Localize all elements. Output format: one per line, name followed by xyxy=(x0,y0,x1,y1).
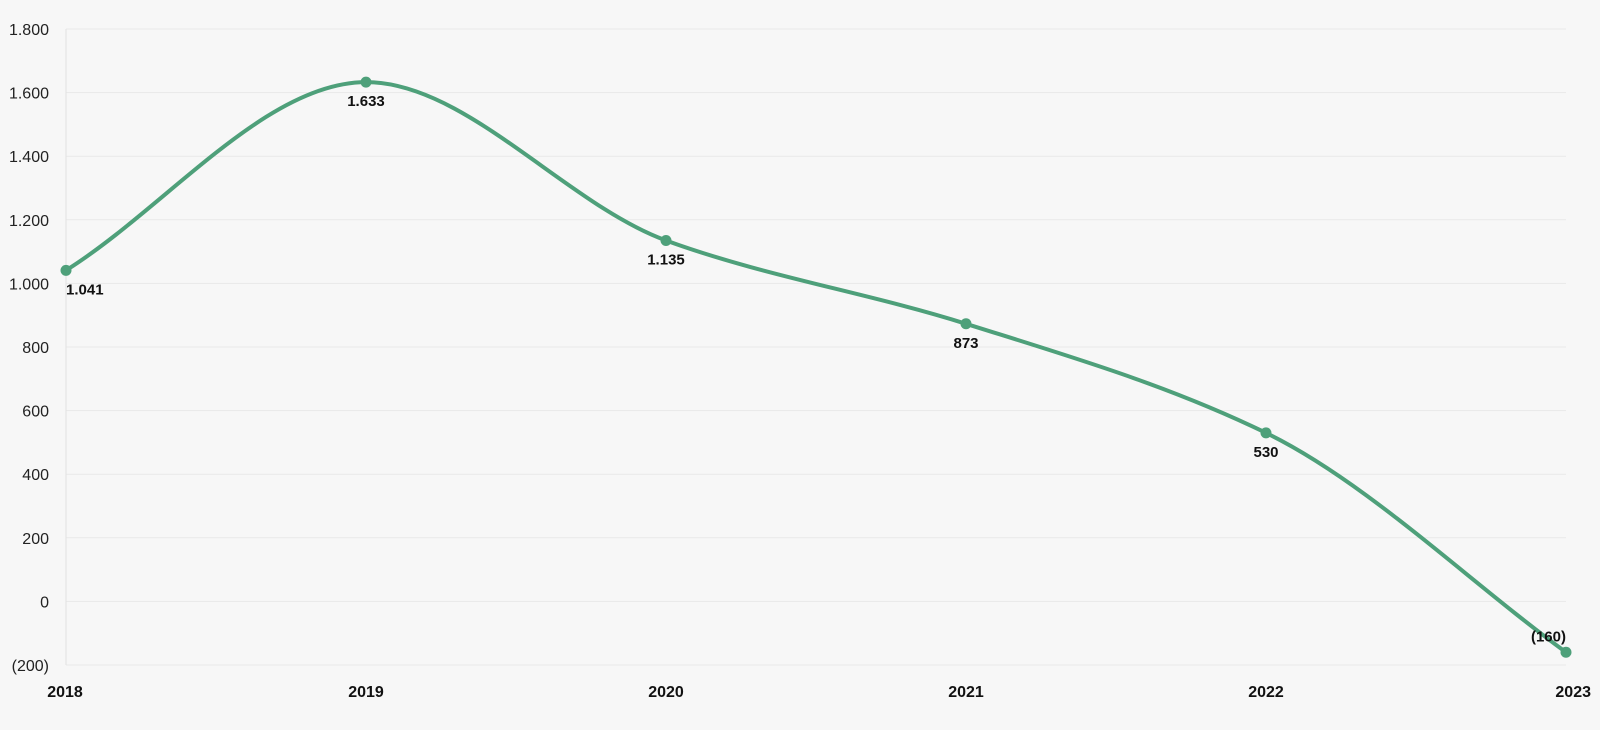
y-tick-label: 1.400 xyxy=(9,149,49,166)
y-tick-label: 0 xyxy=(40,594,49,611)
y-tick-label: 800 xyxy=(22,340,49,357)
x-tick-label: 2021 xyxy=(948,684,984,701)
data-point xyxy=(660,234,672,246)
y-tick-label: 1.000 xyxy=(9,276,49,293)
x-tick-label: 2022 xyxy=(1248,684,1284,701)
data-labels: 1.041 1.633 1.135 873 530 (160) xyxy=(66,93,1566,645)
data-label: (160) xyxy=(1531,628,1566,645)
x-tick-label: 2023 xyxy=(1555,684,1591,701)
data-label: 1.135 xyxy=(647,251,685,268)
data-point xyxy=(960,318,972,330)
y-tick-label: 400 xyxy=(22,467,49,484)
y-tick-label: 200 xyxy=(22,531,49,548)
data-point xyxy=(360,76,372,88)
data-point xyxy=(1560,646,1572,658)
data-label: 530 xyxy=(1253,444,1278,461)
series-line-group xyxy=(64,80,1568,655)
y-tick-label: 1.600 xyxy=(9,86,49,103)
grid-lines xyxy=(66,28,1566,666)
data-point xyxy=(60,264,72,276)
y-tick-label: 600 xyxy=(22,404,49,421)
data-label: 873 xyxy=(953,335,978,352)
series-line xyxy=(64,80,1568,655)
data-point xyxy=(1260,427,1272,439)
y-tick-label: (200) xyxy=(12,658,49,675)
x-tick-label: 2020 xyxy=(648,684,684,701)
data-label: 1.041 xyxy=(66,281,104,298)
data-label: 1.633 xyxy=(347,93,385,110)
y-tick-label: 1.800 xyxy=(9,22,49,39)
data-points xyxy=(60,76,1572,658)
y-tick-label: 1.200 xyxy=(9,213,49,230)
x-tick-label: 2019 xyxy=(348,684,384,701)
x-axis-tick-labels: 2018 2019 2020 2021 2022 2023 xyxy=(47,684,1591,701)
x-tick-label: 2018 xyxy=(47,684,83,701)
y-axis-tick-labels: 1.800 1.600 1.400 1.200 1.000 800 600 400 200 0 (2… xyxy=(9,22,49,675)
